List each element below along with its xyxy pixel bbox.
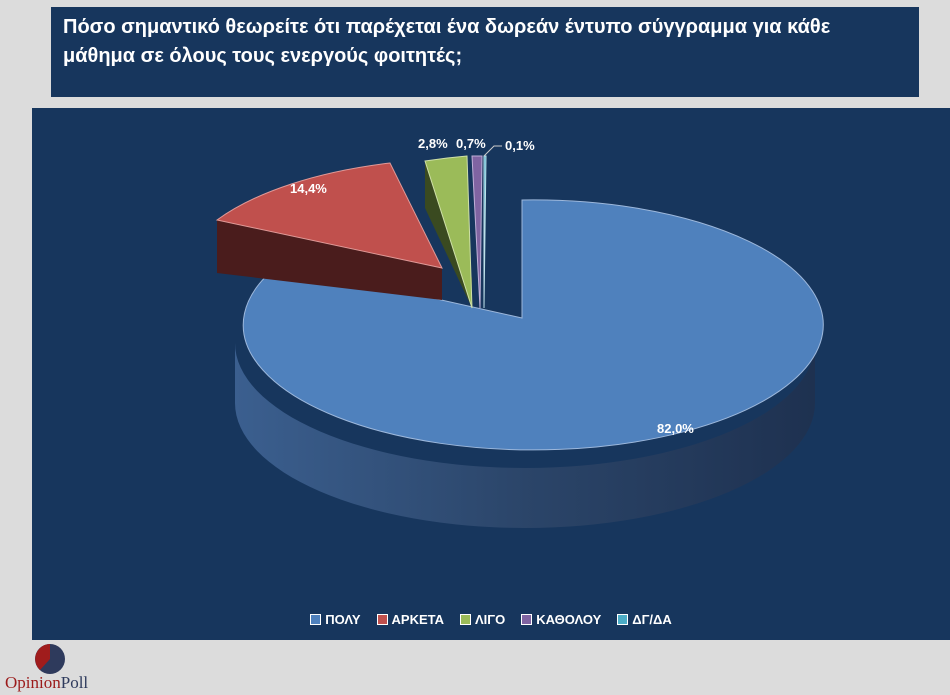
slice-arketa xyxy=(215,162,443,269)
label-poly: 82,0% xyxy=(657,421,694,436)
legend-item-katholou: ΚΑΘΟΛΟΥ xyxy=(521,612,601,627)
label-dgda: 0,1% xyxy=(505,138,535,153)
slice-poly xyxy=(242,199,824,451)
leader-line xyxy=(483,145,502,157)
legend-item-ligo: ΛΙΓΟ xyxy=(460,612,505,627)
legend-label: ΔΓ/ΔΑ xyxy=(632,612,672,627)
pie-chart: 82,0% 14,4% 2,8% 0,7% 0,1% xyxy=(215,136,824,528)
slice-ligo xyxy=(424,155,473,309)
legend-label: ΛΙΓΟ xyxy=(475,612,506,627)
title-banner: Πόσο σημαντικό θεωρείτε ότι παρέχεται έν… xyxy=(51,7,919,97)
slice-arketa-side xyxy=(217,220,442,300)
legend: ΠΟΛΥ ΑΡΚΕΤΑ ΛΙΓΟ ΚΑΘΟΛΟΥ ΔΓ/ΔΑ xyxy=(32,612,950,627)
slice-dgda xyxy=(483,155,487,309)
chart-area: 82,0% 14,4% 2,8% 0,7% 0,1% ΠΟΛΥ ΑΡΚΕΤΑ Λ… xyxy=(32,108,950,640)
label-arketa: 14,4% xyxy=(290,181,327,196)
label-katholou: 0,7% xyxy=(456,136,486,151)
legend-item-dgda: ΔΓ/ΔΑ xyxy=(617,612,672,627)
slice-poly-side xyxy=(235,343,815,528)
legend-swatch xyxy=(521,614,533,625)
legend-swatch xyxy=(376,614,388,625)
legend-item-poly: ΠΟΛΥ xyxy=(310,612,361,627)
logo-pie-icon xyxy=(35,644,65,674)
legend-label: ΑΡΚΕΤΑ xyxy=(391,612,444,627)
logo-text-opinion: Opinion xyxy=(5,673,61,692)
legend-swatch xyxy=(310,614,322,625)
logo-text-poll: Poll xyxy=(60,673,89,692)
legend-swatch xyxy=(460,614,471,625)
label-ligo: 2,8% xyxy=(418,136,448,151)
legend-label: ΚΑΘΟΛΟΥ xyxy=(536,612,602,627)
legend-swatch xyxy=(617,614,629,625)
slice-katholou xyxy=(471,155,483,309)
chart-title: Πόσο σημαντικό θεωρείτε ότι παρέχεται έν… xyxy=(63,16,831,67)
legend-label: ΠΟΛΥ xyxy=(325,612,361,627)
logo-text: OpinionPoll xyxy=(5,673,88,693)
legend-item-arketa: ΑΡΚΕΤΑ xyxy=(376,612,444,627)
